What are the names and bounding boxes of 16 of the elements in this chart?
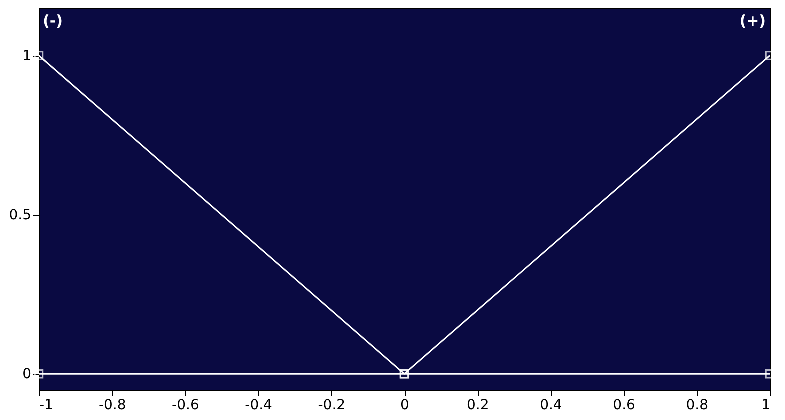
annotation: (+) [740, 12, 766, 30]
x-tick-label: -1 [40, 398, 54, 414]
x-tick-label: -0.2 [318, 398, 346, 414]
y-tick-label: 0.5 [9, 207, 32, 224]
x-tick-label: 0.8 [686, 398, 709, 414]
x-tick-label: -0.8 [98, 398, 126, 414]
annotation: (-) [43, 12, 63, 30]
y-tick-label: 1 [22, 48, 32, 64]
x-tick-label: 0.4 [540, 398, 562, 414]
x-tick-label: 0.6 [613, 398, 636, 414]
x-tick-label: 0.2 [466, 398, 490, 414]
y-tick-label: 0 [22, 366, 32, 383]
x-tick-label: -0.6 [172, 398, 200, 414]
x-tick-label: -0.4 [245, 398, 273, 414]
x-tick-label: 1 [762, 398, 770, 414]
x-tick-label: 0 [400, 398, 410, 414]
